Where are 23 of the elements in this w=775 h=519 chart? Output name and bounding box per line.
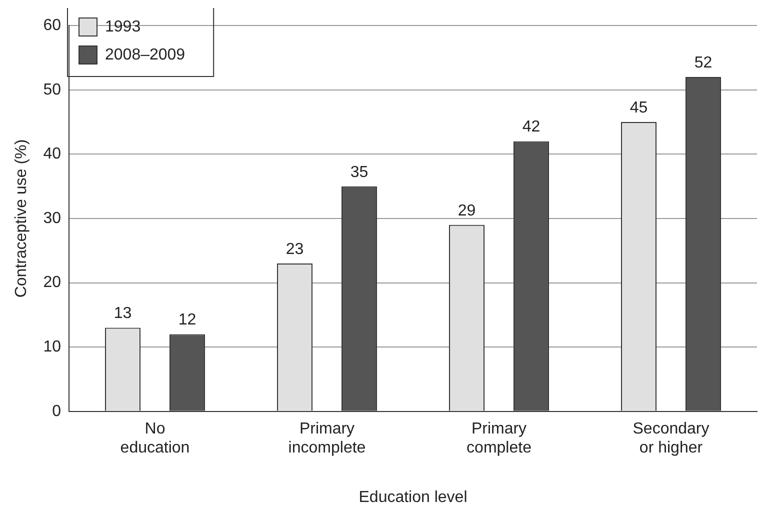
y-tick-label: 20 [43,274,62,292]
y-tick-label: 60 [43,17,62,34]
x-tick-label: No education [120,420,190,457]
data-label: 13 [114,305,132,322]
x-tick-label: Primary complete [466,420,532,457]
data-label: 35 [350,164,368,181]
data-label: 29 [458,202,476,220]
y-tick-label: 10 [43,338,62,356]
x-tick-label: Secondary or higher [632,420,710,457]
y-axis-title: Contraceptive use (%) [13,139,30,298]
y-tick-label: 0 [52,402,62,420]
x-tick-label: Primary incomplete [288,420,366,457]
data-label: 52 [694,54,712,72]
data-label: 42 [522,118,540,136]
data-label: 45 [630,99,648,116]
legend-label: 2008–2009 [104,46,186,64]
y-tick-label: 30 [43,210,62,227]
data-label: 12 [178,312,196,329]
y-tick-label: 50 [43,81,62,98]
x-axis-title: Education level [358,488,468,506]
legend-label: 1993 [104,18,141,36]
y-tick-label: 40 [43,146,62,163]
data-label: 23 [286,240,304,258]
